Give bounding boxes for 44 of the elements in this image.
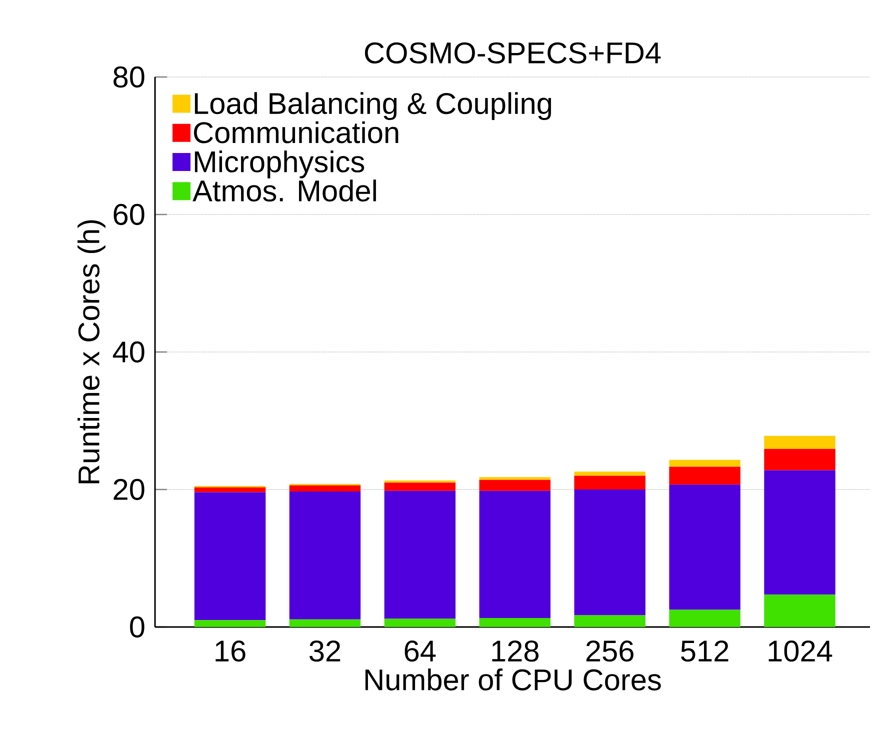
bar [194, 620, 266, 627]
bar [669, 484, 740, 610]
bar [574, 615, 646, 627]
y-tick-label: 60 [114, 204, 144, 226]
y-tick-label: 0 [130, 616, 144, 638]
bar [289, 485, 361, 492]
bar [384, 482, 456, 491]
x-axis-title: Number of CPU Cores [365, 668, 661, 690]
x-tick-label: 32 [309, 640, 340, 662]
chart-title: COSMO-SPECS+FD4 [364, 42, 661, 64]
y-tick-label: 40 [112, 341, 144, 363]
bar [574, 472, 646, 476]
legend-label: Atmos. Model [192, 180, 376, 202]
bar [574, 476, 646, 490]
bar [669, 610, 740, 627]
bar [669, 466, 740, 485]
x-tick-label: 16 [216, 640, 246, 662]
x-tick-label: 1024 [768, 640, 832, 662]
bar [194, 487, 266, 492]
bar [574, 489, 646, 616]
bar [764, 470, 836, 595]
bar [289, 619, 361, 627]
x-tick-label: 256 [586, 640, 634, 662]
legend-label: Microphysics [194, 150, 364, 178]
x-tick-label: 512 [681, 640, 728, 662]
x-tick-label: 64 [404, 640, 436, 662]
bar [479, 480, 550, 491]
y-tick-label: 80 [114, 66, 144, 88]
bar [384, 618, 456, 627]
bar [384, 490, 456, 619]
bar [764, 594, 836, 627]
bar [669, 460, 740, 467]
legend-label: Load Balancing & Coupling [194, 92, 552, 120]
bar [479, 490, 550, 618]
bar [764, 436, 836, 449]
x-tick-label: 128 [492, 640, 539, 662]
y-tick-label: 20 [114, 478, 144, 500]
legend-label: Communication [194, 121, 398, 144]
bar [289, 492, 361, 620]
y-axis-title: Runtime x Cores (h) [78, 220, 106, 484]
bar [764, 448, 836, 470]
bar [479, 618, 550, 627]
bar [194, 492, 266, 620]
bar [479, 477, 550, 480]
